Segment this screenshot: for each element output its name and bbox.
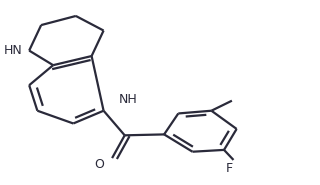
- Text: HN: HN: [4, 44, 22, 57]
- Text: NH: NH: [118, 93, 137, 106]
- Text: O: O: [94, 158, 104, 171]
- Text: F: F: [226, 162, 233, 175]
